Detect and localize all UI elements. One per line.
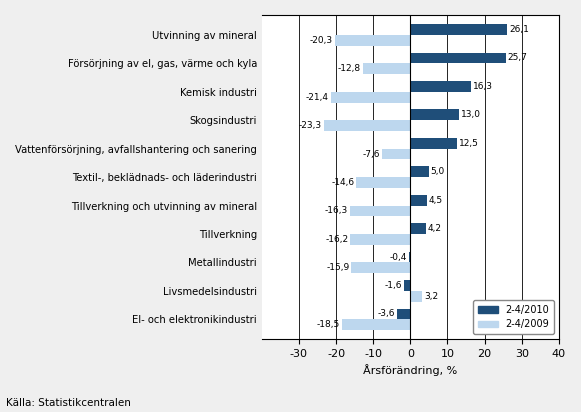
Bar xyxy=(363,63,410,74)
Text: -1,6: -1,6 xyxy=(385,281,403,290)
Bar xyxy=(410,110,458,120)
Bar xyxy=(410,195,427,206)
Bar xyxy=(410,223,426,234)
Bar xyxy=(331,92,410,103)
Text: -20,3: -20,3 xyxy=(310,36,333,45)
Text: -16,2: -16,2 xyxy=(325,235,348,244)
Text: 3,2: 3,2 xyxy=(424,292,438,301)
Bar xyxy=(410,138,457,149)
Bar xyxy=(382,149,410,159)
Text: -14,6: -14,6 xyxy=(331,178,354,187)
Text: 13,0: 13,0 xyxy=(461,110,480,119)
Text: Källa: Statistikcentralen: Källa: Statistikcentralen xyxy=(6,398,131,408)
X-axis label: Årsförändring, %: Årsförändring, % xyxy=(363,365,457,377)
Bar xyxy=(335,35,410,46)
Bar xyxy=(350,206,410,216)
Text: -23,3: -23,3 xyxy=(299,121,322,130)
Bar xyxy=(356,177,410,188)
Bar xyxy=(410,53,506,63)
Text: 16,3: 16,3 xyxy=(473,82,493,91)
Legend: 2-4/2010, 2-4/2009: 2-4/2010, 2-4/2009 xyxy=(474,300,554,335)
Text: 5,0: 5,0 xyxy=(431,167,445,176)
Bar xyxy=(410,24,507,35)
Bar xyxy=(352,262,410,273)
Text: -15,9: -15,9 xyxy=(326,263,349,272)
Text: -0,4: -0,4 xyxy=(390,253,407,262)
Bar xyxy=(324,120,410,131)
Bar xyxy=(410,291,422,302)
Text: -16,3: -16,3 xyxy=(325,206,348,215)
Bar xyxy=(350,234,410,245)
Text: -3,6: -3,6 xyxy=(378,309,395,318)
Bar xyxy=(404,280,410,291)
Text: 4,5: 4,5 xyxy=(429,196,443,205)
Bar xyxy=(410,166,429,177)
Bar xyxy=(409,252,410,262)
Text: -12,8: -12,8 xyxy=(338,64,361,73)
Text: -7,6: -7,6 xyxy=(363,150,380,159)
Text: 26,1: 26,1 xyxy=(509,25,529,34)
Text: 12,5: 12,5 xyxy=(458,139,479,148)
Text: 4,2: 4,2 xyxy=(428,224,442,233)
Bar xyxy=(410,81,471,92)
Bar xyxy=(397,309,410,319)
Text: -21,4: -21,4 xyxy=(306,93,329,102)
Bar xyxy=(342,319,410,330)
Text: -18,5: -18,5 xyxy=(317,320,340,329)
Text: 25,7: 25,7 xyxy=(508,54,528,63)
